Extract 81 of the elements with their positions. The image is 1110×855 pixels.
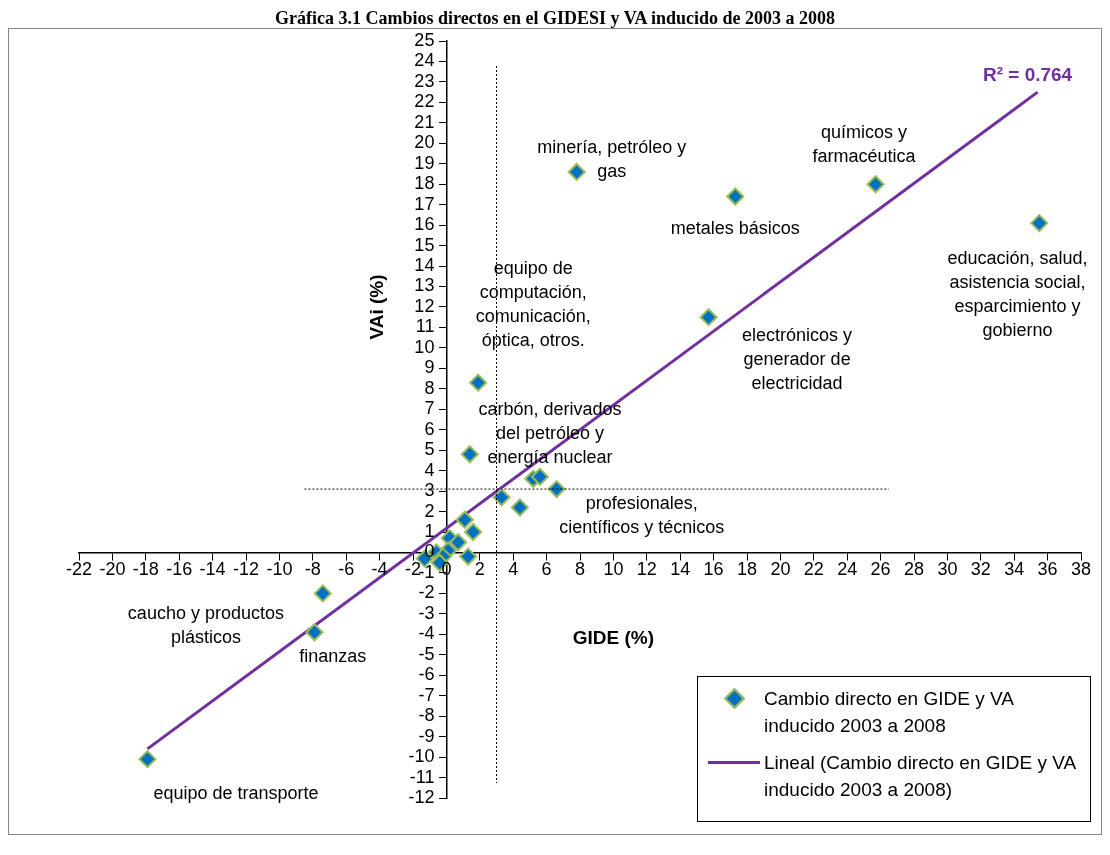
y-tick-label: -11 [409,766,435,787]
y-tick-label: 18 [414,173,435,194]
y-tick-label: -12 [408,786,435,807]
x-tick-label: 8 [574,559,586,580]
annotation: R² = 0.764 [982,64,1073,86]
y-axis-title: VAi (%) [366,274,388,340]
y-tick-label: 19 [414,152,435,173]
y-tick-label: 9 [424,357,435,378]
y-tick-label: -3 [418,602,435,623]
y-tick-label: 15 [414,234,435,255]
y-tick-label: 17 [414,193,435,214]
y-tick-label: 24 [414,50,435,71]
x-tick-label: 36 [1037,559,1058,580]
annotation: electrónicos y generador de electricidad [742,325,853,394]
x-tick-label: -4 [371,559,388,580]
y-tick-label: -10 [408,746,435,767]
annotation: caucho y productos plásticos [127,603,284,648]
annotation: finanzas [299,645,367,666]
x-tick-label: 2 [474,559,485,580]
annotation: profesionales, científicos y técnicos [559,492,725,537]
x-tick-label: -16 [166,559,193,580]
y-tick-label: 12 [414,295,435,316]
y-tick-label: 4 [424,459,435,480]
x-axis-title: GIDE (%) [572,626,655,648]
x-tick-label: -22 [65,559,93,580]
y-tick-label: 25 [414,29,435,50]
y-tick-label: 14 [414,255,435,276]
y-tick-label: -6 [418,664,435,685]
x-tick-label: -20 [99,559,126,580]
y-tick-label: 20 [414,132,435,153]
annotation: equipo de transporte [153,782,319,803]
x-tick-label: 18 [736,559,758,580]
x-tick-label: 24 [837,559,858,580]
legend-label: Lineal (Cambio directo en GIDE y VA inducido 2003 a 2008) [764,751,1077,802]
x-tick-label: 32 [970,559,991,580]
x-tick-label: 28 [903,559,925,580]
x-tick-label: 22 [803,559,824,580]
y-tick-label: 22 [414,91,435,112]
x-tick-label: -10 [266,559,293,580]
annotation: metales básicos [670,218,800,239]
x-tick-label: -18 [132,559,159,580]
x-tick-label: -12 [232,559,260,580]
x-tick-label: 34 [1004,559,1025,580]
y-tick-label: 16 [414,214,435,235]
x-tick-label: 12 [636,559,657,580]
y-tick-label: 6 [424,418,435,439]
y-tick-label: 5 [424,439,435,460]
y-tick-label: 1 [424,521,435,541]
y-tick-label: -5 [418,643,435,664]
x-tick-label: 20 [770,559,791,580]
y-tick-label: 3 [424,480,435,501]
x-tick-label: -6 [338,559,355,580]
x-tick-label: 16 [703,559,724,580]
annotation: equipo de computación, comunicación, óptica, otros. [475,257,591,350]
y-tick-label: 7 [424,398,435,419]
x-tick-label: 26 [870,559,891,580]
y-tick-label: -7 [418,684,435,705]
y-tick-label: 2 [424,500,435,521]
x-tick-label: -14 [199,559,226,580]
y-tick-label: 10 [414,336,435,357]
y-tick-label: 8 [424,377,435,398]
x-tick-label: 6 [541,559,552,580]
annotation: químicos y farmacéutica [812,122,917,167]
x-tick-label: 30 [937,559,958,580]
annotation: educación, salud, asistencia social, esparcimiento y gobierno [947,247,1088,340]
legend-label: Cambio directo en GIDE y VA inducido 2003 a 2008 [764,687,1015,738]
y-tick-label: 11 [415,316,435,337]
x-tick-label: 38 [1070,559,1092,580]
y-tick-label: -4 [418,623,435,644]
y-tick-label: 21 [414,111,435,132]
x-tick-label: -8 [304,559,321,580]
chart-title: Gráfica 3.1 Cambios directos en el GIDESI y VA inducido de 2003 a 2008 [273,8,837,28]
x-tick-label: 10 [603,559,624,580]
x-tick-label: 14 [670,559,691,580]
y-tick-label: 13 [414,275,435,296]
y-tick-label: -9 [418,725,435,746]
y-tick-label: 23 [414,70,435,91]
y-tick-label: -8 [418,705,435,726]
x-tick-label: 4 [508,559,519,580]
annotation: minería, petróleo y gas [537,136,687,181]
y-tick-label: -2 [418,582,435,603]
